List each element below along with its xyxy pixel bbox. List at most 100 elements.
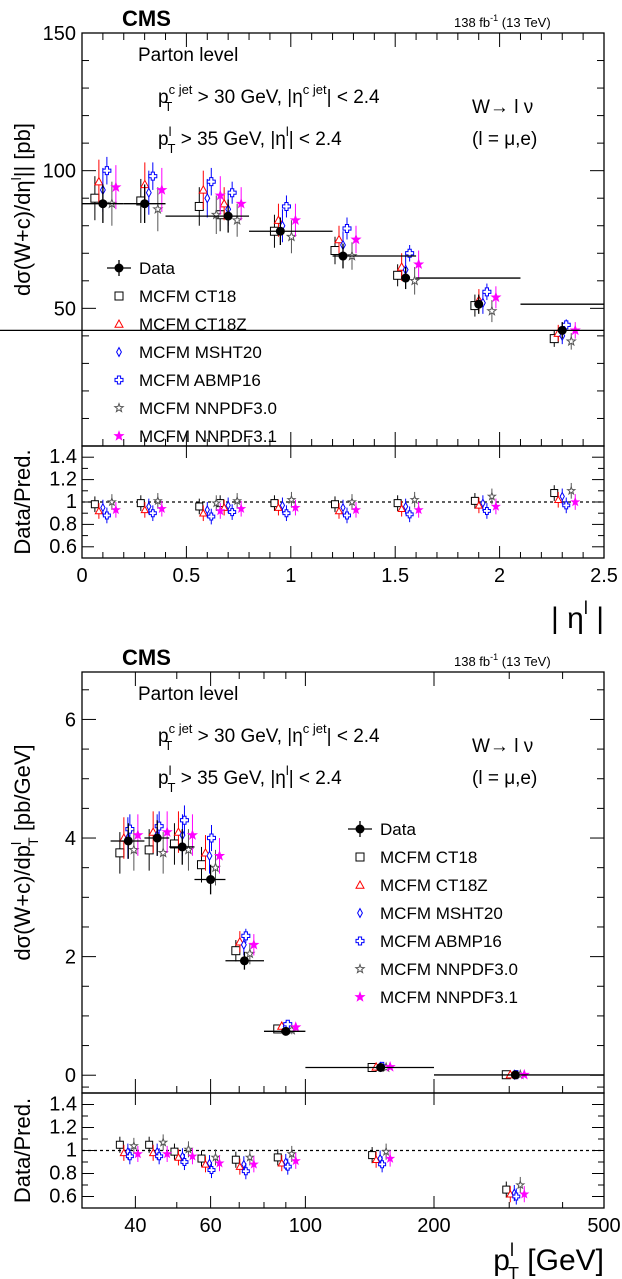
pred-point [132, 829, 144, 840]
pred-point [330, 246, 340, 256]
ratio-point [340, 502, 346, 513]
x-tick-label: 60 [199, 1215, 221, 1237]
ratio-axis-label: Data/Pred. [10, 449, 35, 554]
pred-point [157, 846, 169, 858]
annotation-parton-level: Parton level [138, 45, 238, 66]
ratio-point [273, 1153, 282, 1162]
ratio-tick-label: 0.8 [49, 513, 77, 535]
ratio-point [409, 494, 420, 505]
pred-point [204, 192, 211, 204]
y-tick-label: 150 [43, 23, 76, 45]
ratio-point [283, 1162, 292, 1171]
ratio-point [219, 503, 229, 511]
pred-point [179, 815, 189, 825]
pred-point [214, 189, 226, 201]
ratio-point [210, 1152, 221, 1162]
ratio-point [248, 1158, 259, 1169]
ratio-point [343, 511, 351, 520]
ratio-point [474, 500, 484, 509]
ratio-point [274, 503, 283, 511]
data-point [338, 251, 348, 261]
ratio-tick-label: 1 [66, 491, 77, 513]
ratio-series-2 [100, 488, 565, 518]
legend-label: MCFM ABMP16 [139, 371, 261, 390]
cms-label: CMS [122, 645, 171, 670]
pred-point [565, 335, 577, 347]
pred-point [156, 184, 168, 195]
legend-marker [354, 991, 366, 1002]
ratio-point [231, 1155, 240, 1164]
annotation-lepton-def: (l = μ,e) [472, 768, 537, 789]
data-point [275, 226, 285, 236]
ratio-point [110, 504, 121, 515]
y-axis-label: dσ(W+c)/dηl|| [pb] [8, 123, 35, 296]
ratio-point [371, 1155, 381, 1163]
annotation-parton-level: Parton level [138, 684, 238, 705]
ratio-point [201, 1159, 210, 1168]
x-axis-label: | ηl | [551, 598, 604, 635]
ratio-point [152, 495, 163, 506]
pred-point [115, 848, 125, 858]
legend-marker [355, 936, 365, 946]
ratio-axis-label-group: Data/Pred. [10, 449, 35, 554]
legend-marker [113, 402, 125, 413]
ratio-point [207, 512, 216, 521]
ratio-point [225, 500, 231, 511]
ratio-point [378, 1160, 387, 1169]
x-tick-label: 2 [494, 565, 505, 587]
ratio-point [486, 491, 497, 501]
data-point [123, 836, 133, 846]
pred-point [144, 845, 154, 855]
ratio-point [286, 1148, 297, 1159]
pred-point [244, 947, 256, 959]
data-point [401, 273, 411, 283]
x-tick-label: 0.5 [172, 565, 200, 587]
legend-label-data: Data [139, 259, 175, 278]
pred-point [213, 849, 226, 861]
y-tick-label: 50 [54, 298, 76, 320]
ratio-point [559, 491, 565, 502]
ratio-point [156, 503, 167, 514]
series-mcfm-abmp16 [102, 156, 571, 331]
pred-point [273, 215, 284, 224]
pred-point [110, 181, 122, 192]
legend-label-data: Data [380, 820, 416, 839]
data-point [223, 211, 233, 221]
ratio-series-5 [132, 1145, 530, 1203]
legend-label: MCFM MSHT20 [139, 343, 262, 362]
ratio-point [550, 489, 559, 498]
pred-point [128, 844, 140, 855]
ratio-point [282, 509, 291, 518]
pred-point [227, 188, 237, 198]
series-mcfm-nnpdf3-1 [132, 811, 530, 1080]
ratio-point [187, 1150, 198, 1161]
ratio-point [94, 506, 104, 515]
pred-point [486, 305, 498, 316]
ratio-point [235, 1162, 245, 1170]
x-tick-label: 1.5 [381, 565, 409, 587]
legend-marker [355, 879, 365, 889]
ratio-point [277, 1158, 287, 1167]
ratio-series-0 [115, 1136, 511, 1198]
ratio-point [132, 1148, 143, 1159]
data-point [239, 956, 249, 966]
ratio-point [145, 1140, 154, 1149]
annotation-lepton-def: (l = μ,e) [472, 129, 537, 150]
ratio-point [119, 1148, 129, 1157]
ratio-point [90, 500, 99, 509]
lumi-label: 138 fb-1 (13 TeV) [454, 652, 551, 669]
ratio-point [512, 1192, 521, 1201]
data-point [474, 299, 484, 309]
data-point [140, 199, 150, 209]
pred-point [125, 824, 135, 834]
ratio-point [502, 1185, 511, 1194]
pred-point [289, 214, 302, 225]
ratio-point [183, 1144, 194, 1154]
legend-label: MCFM CT18Z [139, 315, 247, 334]
legend-marker [354, 963, 366, 974]
annotation-process: W→ l ν [472, 736, 533, 757]
legend: Data MCFM CT18 MCFM CT18Z MCFM MSHT20 MCFM A… [348, 820, 518, 1007]
ratio-point [195, 502, 204, 511]
pred-point [405, 248, 415, 258]
ratio-point [385, 1153, 396, 1163]
